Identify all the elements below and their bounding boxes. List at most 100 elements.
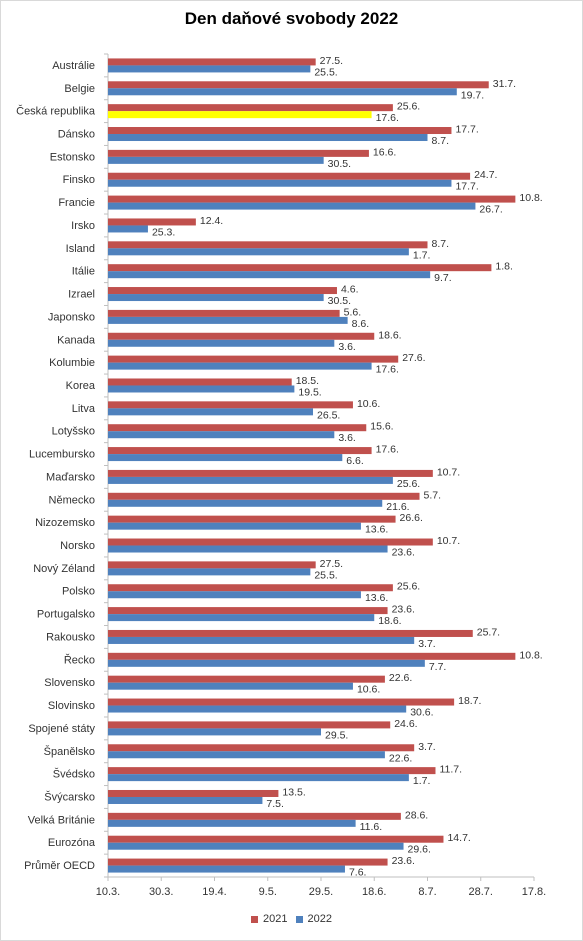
data-label-2022: 25.5. xyxy=(314,569,337,581)
data-label-2021: 25.7. xyxy=(477,626,500,638)
data-label-2021: 25.6. xyxy=(397,101,420,113)
category-label: Slovinsko xyxy=(48,700,95,712)
x-tick-label: 29.5. xyxy=(309,886,333,898)
bar-2022 xyxy=(108,431,335,439)
data-label-2022: 6.6. xyxy=(346,455,364,467)
bar-2022 xyxy=(108,774,409,782)
bar-2022 xyxy=(108,568,311,576)
bar-2021 xyxy=(108,195,516,203)
data-label-2022: 8.6. xyxy=(352,318,370,330)
data-label-2021: 27.6. xyxy=(402,352,425,364)
category-label: Belgie xyxy=(64,83,95,95)
x-tick-label: 10.3. xyxy=(96,886,120,898)
data-label-2021: 24.6. xyxy=(394,718,417,730)
data-label-2021: 18.7. xyxy=(458,695,481,707)
bar-2021 xyxy=(108,58,316,66)
bar-2022 xyxy=(108,728,321,736)
bar-2021 xyxy=(108,789,279,797)
category-label: Francie xyxy=(58,197,95,209)
bar-2021 xyxy=(108,744,415,752)
data-label-2021: 10.7. xyxy=(437,535,460,547)
data-label-2021: 22.6. xyxy=(389,672,412,684)
data-label-2021: 13.5. xyxy=(282,786,305,798)
category-label: Švýcarsko xyxy=(44,790,95,803)
category-label: Itálie xyxy=(72,266,95,278)
chart-title: Den daňové svobody 2022 xyxy=(184,9,399,28)
data-label-2021: 17.6. xyxy=(376,444,399,456)
bar-2022 xyxy=(108,179,452,187)
bar-2022 xyxy=(108,339,335,347)
bar-2022 xyxy=(108,819,356,827)
category-label: Kanada xyxy=(57,334,96,346)
data-label-2021: 14.7. xyxy=(447,832,470,844)
data-label-2021: 17.7. xyxy=(455,124,478,136)
data-label-2021: 31.7. xyxy=(493,78,516,90)
bar-2022 xyxy=(108,156,324,164)
bar-2022 xyxy=(108,111,372,119)
data-label-2022: 7.5. xyxy=(266,798,284,810)
category-label: Izrael xyxy=(68,289,95,301)
x-tick-label: 30.3. xyxy=(149,886,173,898)
bar-2022 xyxy=(108,294,324,302)
bar-2022 xyxy=(108,65,311,73)
data-label-2021: 12.4. xyxy=(200,215,223,227)
bar-2022 xyxy=(108,225,148,233)
data-label-2021: 18.5. xyxy=(296,375,319,387)
bar-2021 xyxy=(108,149,369,157)
bar-2021 xyxy=(108,264,492,272)
bar-2022 xyxy=(108,751,385,759)
bar-2022 xyxy=(108,248,409,256)
data-label-2022: 25.3. xyxy=(152,226,175,238)
bar-2022 xyxy=(108,865,345,873)
data-label-2022: 13.6. xyxy=(365,592,388,604)
bar-2022 xyxy=(108,545,388,553)
bar-2022 xyxy=(108,454,343,462)
bar-2022 xyxy=(108,476,393,484)
data-label-2021: 15.6. xyxy=(370,421,393,433)
category-label: Island xyxy=(66,243,95,255)
data-label-2022: 29.6. xyxy=(408,844,431,856)
legend-swatch xyxy=(295,915,303,923)
data-label-2022: 8.7. xyxy=(432,135,450,147)
data-label-2022: 3.6. xyxy=(338,432,356,444)
data-label-2022: 11.6. xyxy=(360,821,383,833)
data-label-2022: 25.6. xyxy=(397,478,420,490)
bar-2022 xyxy=(108,385,295,393)
bar-2022 xyxy=(108,408,314,416)
data-label-2022: 18.6. xyxy=(378,615,401,627)
data-label-2022: 10.6. xyxy=(357,684,380,696)
bar-2021 xyxy=(108,469,433,477)
bar-2021 xyxy=(108,241,428,249)
data-label-2021: 27.5. xyxy=(320,558,343,570)
bar-2021 xyxy=(108,858,388,866)
category-label: Německo xyxy=(49,494,95,506)
category-label: Korea xyxy=(66,380,96,392)
data-label-2022: 23.6. xyxy=(392,547,415,559)
category-label: Estonsko xyxy=(50,151,95,163)
legend-label: 2021 xyxy=(263,913,288,925)
category-label: Dánsko xyxy=(58,129,95,141)
bar-2021 xyxy=(108,81,489,89)
x-tick-label: 19.4. xyxy=(202,886,226,898)
data-label-2021: 18.6. xyxy=(378,329,401,341)
category-label: Rakousko xyxy=(46,631,95,643)
data-label-2021: 23.6. xyxy=(392,855,415,867)
data-label-2022: 30.5. xyxy=(328,295,351,307)
category-label: Slovensko xyxy=(44,677,95,689)
bar-2022 xyxy=(108,659,425,667)
bar-2022 xyxy=(108,499,383,507)
bar-2021 xyxy=(108,218,196,226)
bar-2021 xyxy=(108,675,385,683)
category-label: Maďarsko xyxy=(46,471,95,483)
bar-2021 xyxy=(108,561,316,569)
category-label: Irsko xyxy=(71,220,95,232)
data-label-2021: 10.8. xyxy=(519,649,542,661)
data-label-2021: 1.8. xyxy=(495,261,513,273)
data-label-2021: 4.6. xyxy=(341,284,359,296)
data-label-2022: 1.7. xyxy=(413,249,431,261)
data-label-2021: 10.8. xyxy=(519,192,542,204)
bar-2021 xyxy=(108,401,353,409)
bar-2022 xyxy=(108,636,415,644)
bar-2021 xyxy=(108,492,420,500)
